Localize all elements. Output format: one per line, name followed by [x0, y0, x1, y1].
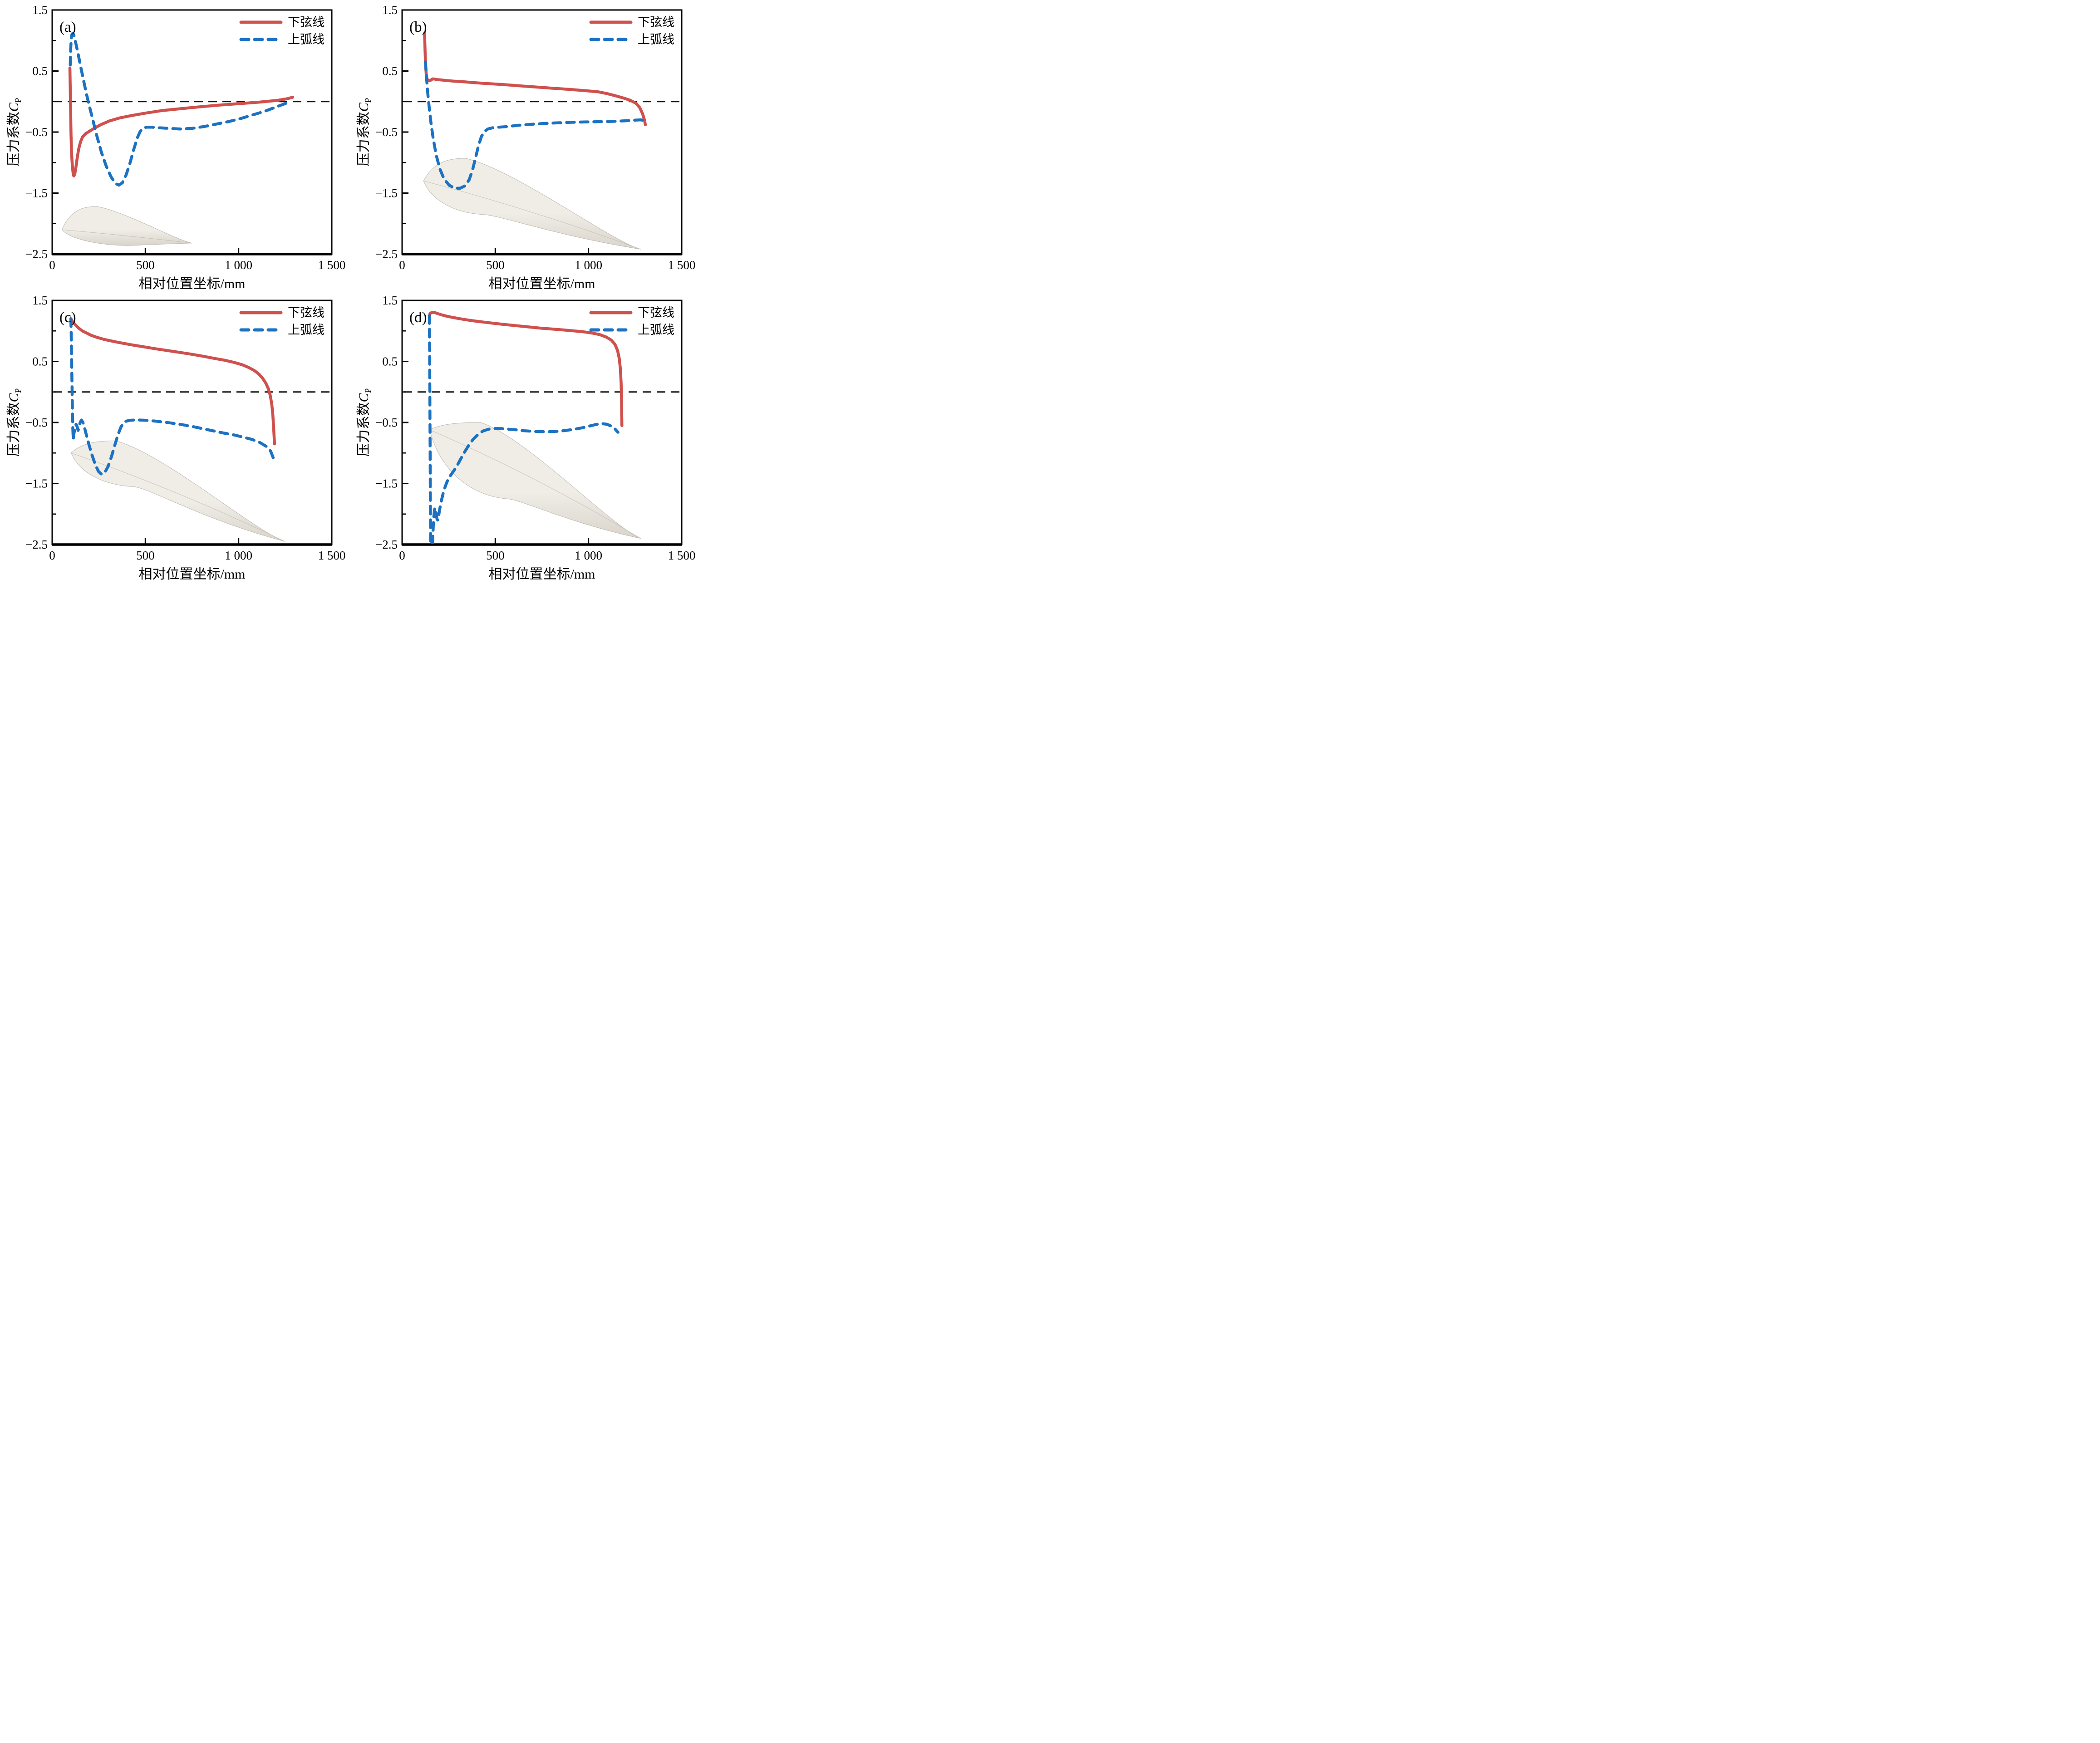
legend-label: 下弦线 [288, 306, 325, 319]
y-tick-label: −0.5 [25, 416, 48, 429]
panel-d-chart: 0 500 1 000 1 500 1.5 0.5 −0.5 −1.5 −2.5 (d) 下弦线上弧… [356, 294, 696, 582]
airfoil-body [423, 158, 641, 250]
panel-c: 0 500 1 000 1 500 1.5 0.5 −0.5 −1.5 −2.5 (c) 下弦线上弧… [0, 290, 350, 582]
x-tick-label: 500 [136, 258, 155, 272]
panel-d: 0 500 1 000 1 500 1.5 0.5 −0.5 −1.5 −2.5 (d) 下弦线上弧… [350, 290, 700, 582]
airfoil-ridge-line [71, 452, 285, 542]
x-tick-label: 500 [486, 549, 505, 562]
panel-c-chart: 0 500 1 000 1 500 1.5 0.5 −0.5 −1.5 −2.5 (c) 下弦线上弧… [6, 294, 346, 582]
airfoil-ridge-line [429, 429, 641, 539]
legend-label: 上弧线 [638, 33, 674, 46]
x-tick-label: 1 500 [668, 258, 696, 272]
panel-letter: (d) [409, 309, 427, 326]
x-axis-title: 相对位置坐标/mm [138, 276, 245, 291]
y-axis-title: 压力系数CP [356, 388, 373, 457]
x-tick-label: 1 000 [575, 258, 602, 272]
lower-chord-line-series [428, 310, 624, 427]
y-axis-title-text: 压力系数 [6, 402, 21, 457]
y-tick-label: −2.5 [25, 538, 48, 551]
y-tick-label: 0.5 [32, 64, 48, 78]
panel-a-chart: 0 500 1 000 1 500 1.5 0.5 −0.5 −1.5 −2.5 (a) 下弦线上弧… [6, 3, 346, 291]
y-axis-title: 压力系数CP [6, 388, 23, 457]
legend-label: 上弧线 [288, 33, 325, 46]
y-tick-label: 0.5 [32, 355, 48, 368]
x-tick-label: 500 [486, 258, 505, 272]
y-tick-label: −1.5 [375, 477, 398, 491]
upper-arc-line-series [69, 317, 276, 476]
y-tick-label: 1.5 [382, 3, 398, 17]
x-tick-label: 1 500 [318, 549, 346, 562]
x-tick-label: 1 500 [668, 549, 696, 562]
y-tick-label: −1.5 [375, 187, 398, 200]
y-tick-label: 0.5 [382, 64, 398, 78]
y-axis-title-text: 压力系数 [356, 112, 371, 166]
y-tick-label: −0.5 [375, 125, 398, 139]
lower-chord-line-series [69, 317, 276, 446]
panel-letter: (b) [409, 19, 427, 35]
upper-arc-line-series [424, 60, 645, 190]
y-axis-title-symbol: C [6, 393, 21, 402]
x-tick-label: 0 [49, 258, 55, 272]
y-axis-title-symbol: C [356, 393, 371, 402]
y-tick-label: −2.5 [25, 247, 48, 261]
y-tick-label: −1.5 [25, 477, 48, 491]
airfoil-ridge-line [423, 181, 641, 250]
x-axis-title: 相对位置坐标/mm [488, 276, 595, 291]
x-tick-label: 1 500 [318, 258, 346, 272]
series-group [68, 31, 295, 187]
y-tick-label: −0.5 [375, 416, 398, 429]
airfoil-illustration [423, 158, 641, 250]
x-tick-label: 1 000 [225, 258, 252, 272]
y-axis-title: 压力系数CP [6, 98, 23, 167]
legend-label: 下弦线 [638, 15, 674, 29]
y-axis-title-text: 压力系数 [6, 112, 21, 166]
y-axis-title-symbol: C [356, 102, 371, 112]
y-axis-title-subscript: P [14, 98, 23, 103]
panel-a: 0 500 1 000 1 500 1.5 0.5 −0.5 −1.5 −2.5 (a) 下弦线上弧… [0, 0, 350, 291]
series-group [428, 310, 624, 544]
y-axis-title-subscript: P [364, 98, 373, 103]
airfoil-illustration [71, 440, 285, 542]
x-tick-label: 0 [399, 549, 405, 562]
legend-label: 上弧线 [288, 323, 325, 337]
y-axis-title-subscript: P [364, 388, 373, 393]
y-axis-title-subscript: P [14, 388, 23, 393]
x-tick-label: 0 [399, 258, 405, 272]
panel-letter: (a) [59, 19, 76, 35]
y-tick-label: 1.5 [32, 294, 48, 307]
legend-label: 下弦线 [288, 15, 325, 29]
panel-b: 0 500 1 000 1 500 1.5 0.5 −0.5 −1.5 −2.5 (b) 下弦线上弧… [350, 0, 700, 291]
y-axis-title-symbol: C [6, 102, 21, 112]
x-tick-label: 0 [49, 549, 55, 562]
y-tick-label: −2.5 [375, 538, 398, 551]
y-tick-label: 1.5 [382, 294, 398, 307]
panel-letter: (c) [59, 309, 76, 326]
y-tick-label: 1.5 [32, 3, 48, 17]
x-tick-label: 1 000 [225, 549, 252, 562]
airfoil-illustration [429, 422, 641, 539]
y-tick-label: −2.5 [375, 247, 398, 261]
x-axis-title: 相对位置坐标/mm [488, 567, 595, 582]
series-group [423, 31, 647, 190]
y-tick-label: 0.5 [382, 355, 398, 368]
lower-chord-line-series [423, 31, 647, 127]
airfoil-illustration [61, 206, 192, 246]
pressure-coefficient-figure: 0 500 1 000 1 500 1.5 0.5 −0.5 −1.5 −2.5 (a) 下弦线 上弧… [0, 0, 700, 582]
lower-chord-line-series [68, 66, 295, 178]
series-group [69, 317, 276, 476]
x-tick-label: 500 [136, 549, 155, 562]
panel-b-chart: 0 500 1 000 1 500 1.5 0.5 −0.5 −1.5 −2.5 (b) 下弦线上弧… [356, 3, 696, 291]
airfoil-body [429, 422, 641, 539]
legend-label: 下弦线 [638, 306, 674, 319]
y-tick-label: −0.5 [25, 125, 48, 139]
airfoil-ridge-line [62, 229, 192, 244]
upper-arc-line-series [69, 31, 290, 187]
x-axis-title: 相对位置坐标/mm [138, 567, 245, 582]
y-axis-title-text: 压力系数 [356, 402, 371, 457]
x-tick-label: 1 000 [575, 549, 602, 562]
y-axis-title: 压力系数CP [356, 98, 373, 167]
legend-label: 上弧线 [638, 323, 674, 337]
airfoil-body [61, 206, 192, 246]
y-tick-label: −1.5 [25, 187, 48, 200]
